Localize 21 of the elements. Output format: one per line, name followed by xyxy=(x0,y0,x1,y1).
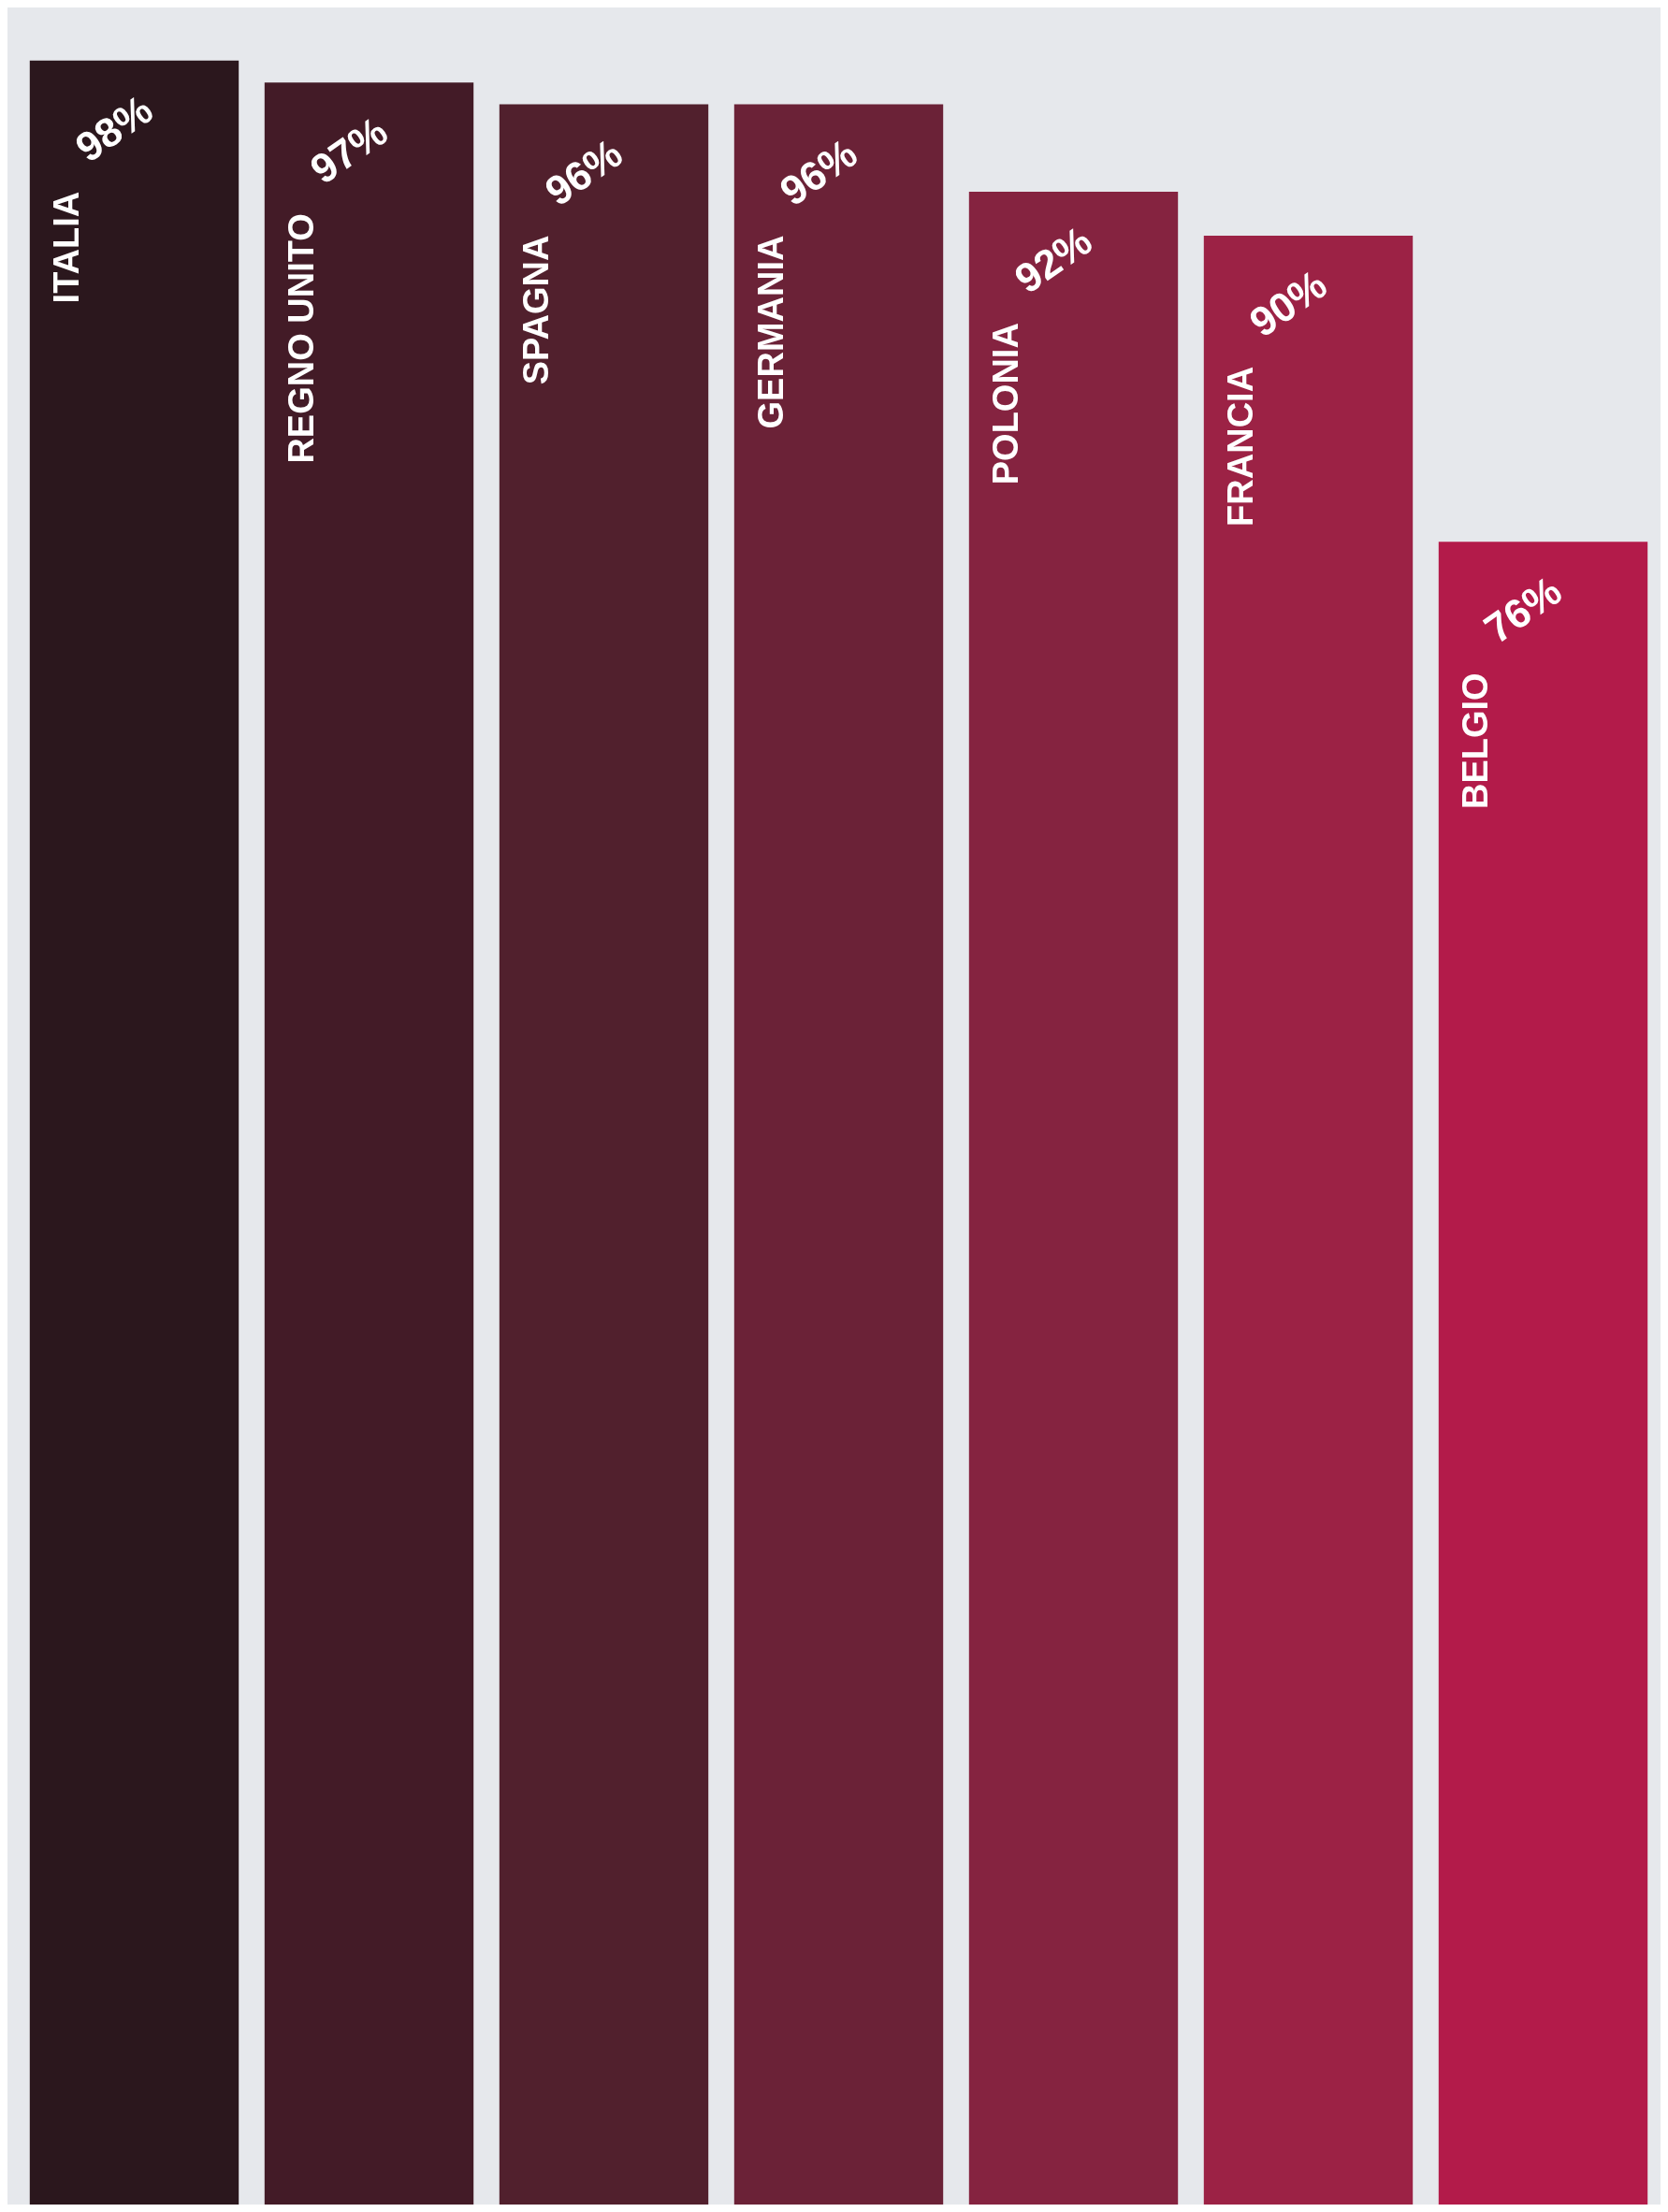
x-tick-label: SPAGNA xyxy=(515,235,556,385)
data-label: 96% xyxy=(771,129,865,215)
bar xyxy=(1203,235,1414,2205)
bar xyxy=(968,192,1179,2205)
bar xyxy=(1438,542,1648,2205)
bar xyxy=(29,60,239,2205)
x-tick-label: GERMANIA xyxy=(750,235,790,429)
data-label: 98% xyxy=(66,85,161,171)
x-tick-label: ITALIA xyxy=(46,191,86,304)
data-label: 90% xyxy=(1240,260,1335,346)
x-tick-label: FRANCIA xyxy=(1220,366,1260,527)
bar xyxy=(499,104,709,2205)
x-tick-label: REGNO UNITO xyxy=(281,213,321,464)
data-label: 76% xyxy=(1475,567,1570,652)
data-label: 96% xyxy=(536,129,631,215)
x-tick-label: BELGIO xyxy=(1455,672,1495,810)
x-tick-label: POLONIA xyxy=(985,323,1025,485)
bar xyxy=(733,104,944,2205)
data-label: 97% xyxy=(301,108,396,193)
bar xyxy=(264,82,474,2205)
data-label: 92% xyxy=(1006,217,1100,302)
